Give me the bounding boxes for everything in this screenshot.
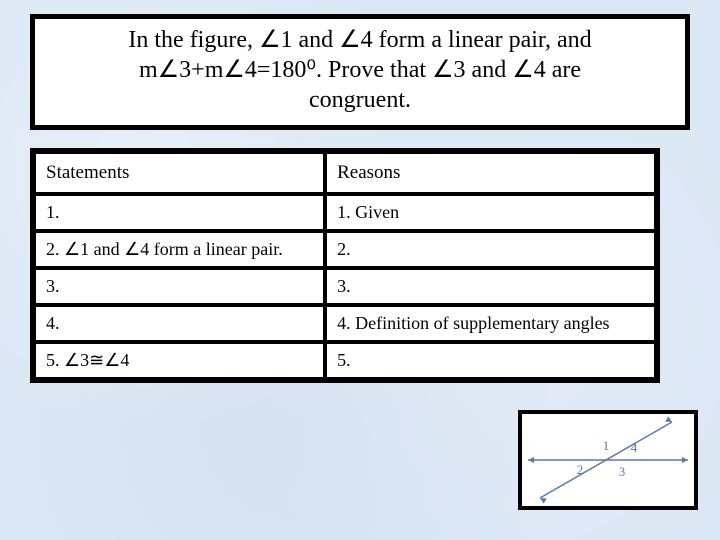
problem-line-2: m∠3+m∠4=180⁰. Prove that ∠3 and ∠4 are: [49, 55, 671, 85]
statement-cell: 3.: [33, 268, 325, 305]
svg-text:1: 1: [603, 438, 610, 453]
table-row: 2. ∠1 and ∠4 form a linear pair. 2.: [33, 231, 657, 268]
reason-cell: 1. Given: [325, 194, 657, 231]
statement-cell: 2. ∠1 and ∠4 form a linear pair.: [33, 231, 325, 268]
proof-table: Statements Reasons 1. 1. Given 2. ∠1 and…: [30, 148, 660, 383]
statement-cell: 5. ∠3≅∠4: [33, 342, 325, 380]
header-statements: Statements: [33, 151, 325, 194]
reason-cell: 2.: [325, 231, 657, 268]
problem-statement: In the figure, ∠1 and ∠4 form a linear p…: [30, 14, 690, 130]
svg-text:2: 2: [577, 462, 584, 477]
table-row: 5. ∠3≅∠4 5.: [33, 342, 657, 380]
table-header-row: Statements Reasons: [33, 151, 657, 194]
diagram-svg: 1 4 2 3: [522, 414, 694, 506]
reason-cell: 5.: [325, 342, 657, 380]
table-row: 3. 3.: [33, 268, 657, 305]
statement-cell: 4.: [33, 305, 325, 342]
table-row: 1. 1. Given: [33, 194, 657, 231]
angle-diagram: 1 4 2 3: [518, 410, 698, 510]
reason-cell: 4. Definition of supplementary angles: [325, 305, 657, 342]
table-row: 4. 4. Definition of supplementary angles: [33, 305, 657, 342]
problem-line-1: In the figure, ∠1 and ∠4 form a linear p…: [49, 25, 671, 55]
svg-text:4: 4: [631, 440, 638, 455]
statement-cell: 1.: [33, 194, 325, 231]
reason-cell: 3.: [325, 268, 657, 305]
svg-text:3: 3: [619, 464, 626, 479]
problem-line-3: congruent.: [49, 85, 671, 115]
header-reasons: Reasons: [325, 151, 657, 194]
